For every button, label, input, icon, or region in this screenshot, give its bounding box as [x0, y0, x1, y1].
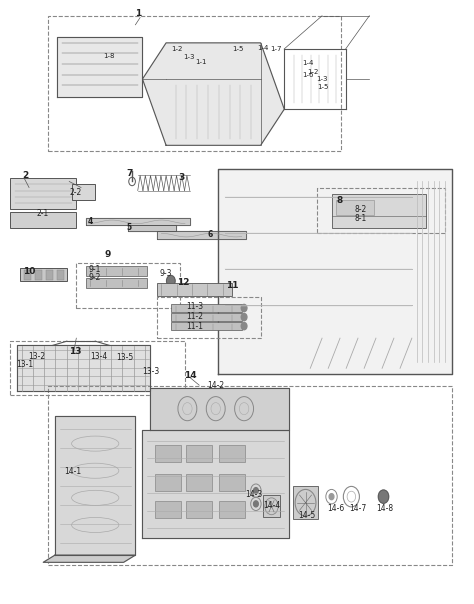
FancyBboxPatch shape	[57, 270, 64, 280]
FancyBboxPatch shape	[171, 313, 242, 321]
FancyBboxPatch shape	[155, 474, 182, 491]
FancyBboxPatch shape	[186, 474, 212, 491]
Text: 2: 2	[22, 171, 28, 180]
FancyBboxPatch shape	[293, 486, 318, 519]
Text: 6: 6	[208, 230, 213, 239]
FancyBboxPatch shape	[171, 304, 242, 312]
FancyBboxPatch shape	[10, 178, 76, 208]
Circle shape	[378, 490, 389, 503]
Polygon shape	[150, 388, 289, 430]
Polygon shape	[57, 37, 143, 97]
FancyBboxPatch shape	[155, 501, 182, 518]
Circle shape	[166, 275, 175, 286]
Text: 13: 13	[69, 347, 82, 356]
FancyBboxPatch shape	[24, 270, 31, 280]
FancyBboxPatch shape	[19, 268, 67, 281]
Circle shape	[254, 501, 258, 507]
Text: 14-1: 14-1	[64, 467, 82, 477]
Polygon shape	[218, 170, 452, 374]
Text: 1-5: 1-5	[232, 46, 244, 52]
FancyBboxPatch shape	[86, 266, 147, 276]
Circle shape	[241, 323, 247, 330]
Text: 1-7: 1-7	[270, 46, 282, 52]
Text: 1-4: 1-4	[257, 45, 268, 51]
Text: 7: 7	[126, 169, 132, 178]
Text: 1-1: 1-1	[195, 59, 207, 65]
Text: 3: 3	[178, 173, 184, 182]
Circle shape	[241, 313, 247, 321]
FancyBboxPatch shape	[171, 323, 242, 330]
Text: 2-2: 2-2	[69, 188, 82, 197]
FancyBboxPatch shape	[10, 211, 76, 228]
Text: 1-3: 1-3	[317, 76, 328, 82]
Text: 13-5: 13-5	[117, 353, 134, 362]
Text: 1-2: 1-2	[307, 69, 319, 75]
FancyBboxPatch shape	[36, 270, 43, 280]
FancyBboxPatch shape	[86, 278, 147, 288]
Text: 4: 4	[88, 217, 93, 226]
Text: 13-4: 13-4	[91, 352, 108, 361]
Polygon shape	[128, 225, 175, 231]
FancyBboxPatch shape	[155, 445, 182, 462]
Text: 9: 9	[105, 251, 111, 260]
Text: 10: 10	[23, 268, 36, 277]
Text: 14: 14	[184, 371, 197, 380]
Text: 2-1: 2-1	[36, 209, 48, 218]
Text: 8: 8	[336, 196, 343, 205]
Text: 11: 11	[226, 281, 238, 290]
FancyBboxPatch shape	[219, 501, 245, 518]
Text: 13-3: 13-3	[143, 367, 160, 376]
Polygon shape	[86, 217, 190, 225]
FancyBboxPatch shape	[72, 184, 95, 199]
Text: 11-1: 11-1	[186, 321, 203, 330]
Polygon shape	[55, 417, 136, 555]
Text: 1-8: 1-8	[103, 53, 114, 59]
Polygon shape	[43, 555, 136, 562]
FancyBboxPatch shape	[263, 495, 280, 517]
Polygon shape	[17, 345, 150, 391]
Polygon shape	[143, 430, 289, 538]
Text: 11-3: 11-3	[186, 303, 203, 311]
Text: 1: 1	[136, 10, 142, 19]
Text: 11-2: 11-2	[186, 312, 203, 321]
FancyBboxPatch shape	[186, 501, 212, 518]
FancyBboxPatch shape	[219, 445, 245, 462]
Text: 1-6: 1-6	[302, 72, 314, 79]
Circle shape	[241, 304, 247, 312]
Text: 13-2: 13-2	[28, 352, 45, 361]
Text: 13-1: 13-1	[16, 360, 33, 369]
FancyBboxPatch shape	[331, 193, 426, 228]
FancyBboxPatch shape	[219, 474, 245, 491]
Text: 14-8: 14-8	[376, 504, 393, 513]
Polygon shape	[156, 231, 246, 239]
FancyBboxPatch shape	[336, 199, 374, 214]
Polygon shape	[143, 43, 284, 146]
Text: 1-2: 1-2	[171, 46, 182, 52]
Circle shape	[254, 487, 258, 493]
Text: 8-2: 8-2	[354, 205, 366, 214]
Text: 14-4: 14-4	[264, 501, 281, 510]
Text: 14-7: 14-7	[349, 504, 367, 513]
Text: 14-6: 14-6	[327, 504, 344, 513]
Text: 9-1: 9-1	[88, 265, 100, 274]
Circle shape	[329, 493, 334, 500]
FancyBboxPatch shape	[46, 270, 54, 280]
Text: 1-4: 1-4	[302, 60, 314, 66]
Text: 5: 5	[127, 223, 131, 232]
Text: 12: 12	[177, 278, 190, 288]
Text: 9-2: 9-2	[88, 274, 100, 283]
Text: 9-3: 9-3	[159, 269, 172, 278]
Text: 8-1: 8-1	[354, 214, 366, 223]
Text: 14-2: 14-2	[207, 381, 224, 390]
Text: 14-5: 14-5	[299, 512, 316, 521]
Text: 1-5: 1-5	[318, 85, 328, 91]
Text: 1-3: 1-3	[183, 54, 195, 60]
FancyBboxPatch shape	[186, 445, 212, 462]
FancyBboxPatch shape	[156, 283, 232, 296]
Text: 14-3: 14-3	[246, 490, 263, 500]
